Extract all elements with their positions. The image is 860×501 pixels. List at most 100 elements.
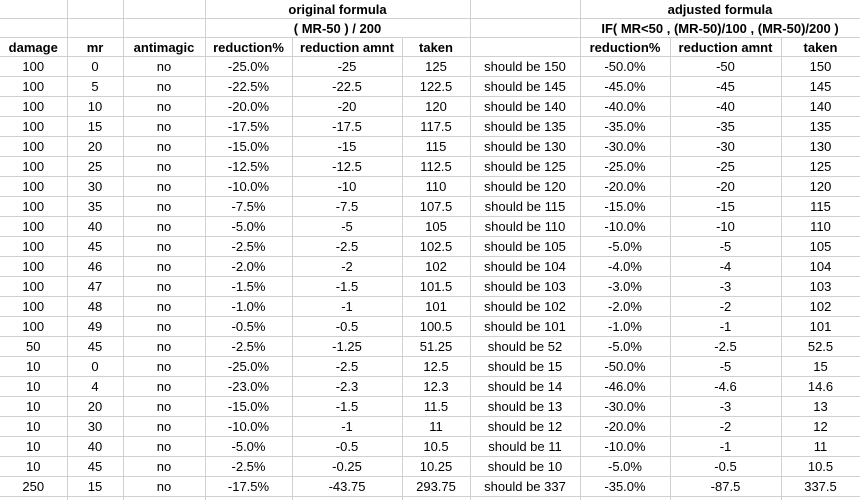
column-header-antimagic[interactable]: antimagic: [123, 37, 206, 57]
cell[interactable]: -12.5: [292, 156, 403, 177]
cell[interactable]: 40: [67, 216, 124, 237]
cell[interactable]: 101: [402, 296, 471, 317]
cell[interactable]: 20: [67, 396, 124, 417]
cell[interactable]: -10.0%: [580, 436, 671, 457]
cell[interactable]: should be 52: [470, 336, 581, 357]
cell[interactable]: -17.5: [292, 116, 403, 137]
cell[interactable]: 14.6: [781, 376, 860, 397]
empty-cell[interactable]: [123, 496, 206, 500]
cell[interactable]: 47: [67, 276, 124, 297]
cell[interactable]: 10.5: [781, 456, 860, 477]
cell[interactable]: -2: [292, 256, 403, 277]
cell[interactable]: -40.0%: [580, 96, 671, 117]
cell[interactable]: -5.0%: [580, 236, 671, 257]
cell[interactable]: -1: [670, 316, 782, 337]
cell[interactable]: 145: [781, 76, 860, 97]
cell[interactable]: no: [123, 56, 206, 77]
cell[interactable]: 100: [0, 156, 68, 177]
cell[interactable]: 112.5: [402, 156, 471, 177]
cell[interactable]: 105: [402, 216, 471, 237]
empty-cell[interactable]: [781, 496, 860, 500]
cell[interactable]: 101: [781, 316, 860, 337]
cell[interactable]: -10: [670, 216, 782, 237]
cell[interactable]: 100: [0, 216, 68, 237]
cell[interactable]: -1.5: [292, 396, 403, 417]
cell[interactable]: -4.6: [670, 376, 782, 397]
cell[interactable]: no: [123, 296, 206, 317]
cell[interactable]: 15: [781, 356, 860, 377]
cell[interactable]: -5.0%: [580, 456, 671, 477]
cell[interactable]: -15.0%: [205, 396, 293, 417]
cell[interactable]: should be 15: [470, 356, 581, 377]
cell[interactable]: -7.5%: [205, 196, 293, 217]
cell[interactable]: no: [123, 376, 206, 397]
empty-cell[interactable]: [123, 18, 206, 38]
cell[interactable]: -7.5: [292, 196, 403, 217]
cell[interactable]: -45: [670, 76, 782, 97]
empty-cell[interactable]: [67, 18, 124, 38]
cell[interactable]: 337.5: [781, 476, 860, 497]
column-header-should-be[interactable]: [470, 37, 581, 57]
cell[interactable]: 100: [0, 176, 68, 197]
cell[interactable]: -15: [670, 196, 782, 217]
cell[interactable]: -87.5: [670, 476, 782, 497]
cell[interactable]: no: [123, 476, 206, 497]
cell[interactable]: 10: [0, 396, 68, 417]
cell[interactable]: -2: [670, 296, 782, 317]
cell[interactable]: 100: [0, 96, 68, 117]
cell[interactable]: 125: [402, 56, 471, 77]
cell[interactable]: 135: [781, 116, 860, 137]
cell[interactable]: no: [123, 156, 206, 177]
cell[interactable]: -46.0%: [580, 376, 671, 397]
cell[interactable]: 293.75: [402, 476, 471, 497]
cell[interactable]: 115: [781, 196, 860, 217]
cell[interactable]: -4: [670, 256, 782, 277]
cell[interactable]: should be 145: [470, 76, 581, 97]
column-header-reduction-amnt-original[interactable]: reduction amnt: [292, 37, 403, 57]
cell[interactable]: -25: [670, 156, 782, 177]
original-formula-expression[interactable]: ( MR-50 ) / 200: [205, 18, 471, 38]
cell[interactable]: should be 115: [470, 196, 581, 217]
cell[interactable]: -5.0%: [205, 216, 293, 237]
cell[interactable]: 0: [67, 56, 124, 77]
cell[interactable]: 125: [781, 156, 860, 177]
cell[interactable]: 10: [0, 376, 68, 397]
column-header-taken-adjusted[interactable]: taken: [781, 37, 860, 57]
cell[interactable]: 11: [781, 436, 860, 457]
empty-cell[interactable]: [580, 496, 671, 500]
cell[interactable]: 117.5: [402, 116, 471, 137]
cell[interactable]: 150: [781, 56, 860, 77]
cell[interactable]: 110: [781, 216, 860, 237]
cell[interactable]: -5: [292, 216, 403, 237]
cell[interactable]: -1.5: [292, 276, 403, 297]
cell[interactable]: 12.5: [402, 356, 471, 377]
cell[interactable]: should be 101: [470, 316, 581, 337]
cell[interactable]: 101.5: [402, 276, 471, 297]
cell[interactable]: -50.0%: [580, 356, 671, 377]
cell[interactable]: no: [123, 136, 206, 157]
cell[interactable]: no: [123, 356, 206, 377]
cell[interactable]: should be 14: [470, 376, 581, 397]
empty-cell[interactable]: [205, 496, 293, 500]
cell[interactable]: 10: [0, 456, 68, 477]
cell[interactable]: 10.5: [402, 436, 471, 457]
cell[interactable]: -50.0%: [580, 56, 671, 77]
cell[interactable]: 45: [67, 236, 124, 257]
cell[interactable]: no: [123, 336, 206, 357]
cell[interactable]: -2.0%: [205, 256, 293, 277]
cell[interactable]: -50: [670, 56, 782, 77]
cell[interactable]: -15.0%: [580, 196, 671, 217]
cell[interactable]: 100: [0, 256, 68, 277]
cell[interactable]: -1.0%: [580, 316, 671, 337]
cell[interactable]: -30.0%: [580, 396, 671, 417]
cell[interactable]: 140: [781, 96, 860, 117]
cell[interactable]: 12: [781, 416, 860, 437]
cell[interactable]: 52.5: [781, 336, 860, 357]
column-header-reduction-amnt-adjusted[interactable]: reduction amnt: [670, 37, 782, 57]
cell[interactable]: 107.5: [402, 196, 471, 217]
cell[interactable]: 100: [0, 136, 68, 157]
cell[interactable]: -10.0%: [580, 216, 671, 237]
column-header-taken-original[interactable]: taken: [402, 37, 471, 57]
empty-cell[interactable]: [0, 0, 68, 19]
cell[interactable]: 25: [67, 156, 124, 177]
